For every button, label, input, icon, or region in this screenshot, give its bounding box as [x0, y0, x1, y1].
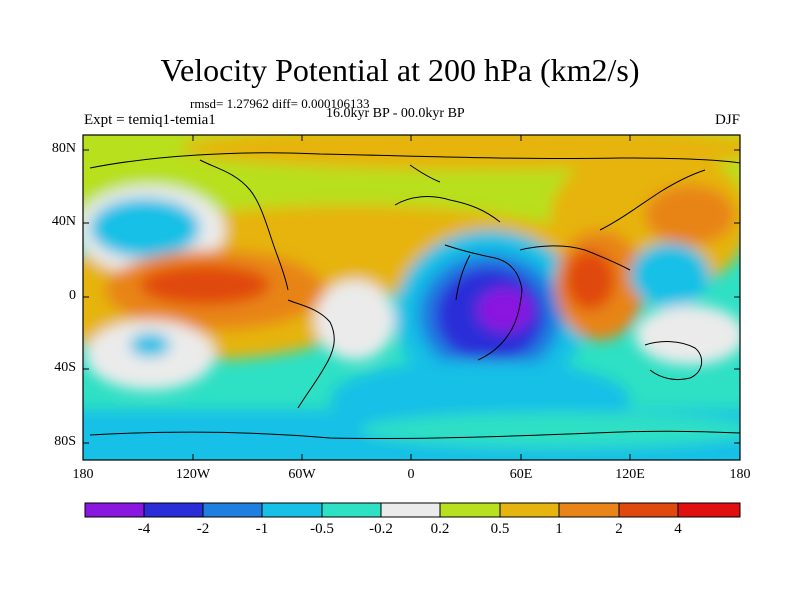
- colorbar-label: -0.5: [310, 521, 334, 537]
- colorbar-label: 1: [555, 521, 563, 537]
- colorbar-box-0: [84, 502, 145, 518]
- colorbar-box-2: [202, 502, 263, 518]
- colorbar-label: -2: [196, 521, 210, 537]
- colorbar-box-10: [677, 502, 741, 518]
- colorbar-box-3: [261, 502, 323, 518]
- stats-text: rmsd= 1.27962 diff= 0.000106133: [190, 96, 370, 111]
- colorbar-box-9: [618, 502, 679, 518]
- period-text: 16.0kyr BP - 00.0kyr BP: [326, 106, 465, 121]
- lon-label: 120E: [615, 467, 645, 482]
- colorbar-box-6: [439, 502, 501, 518]
- colorbar-label: 4: [674, 521, 682, 537]
- colorbar-label: -1: [255, 521, 269, 537]
- experiment-label: Expt = temiq1-temia1: [84, 112, 216, 128]
- colorbar-label: -4: [137, 521, 151, 537]
- colorbar-box-7: [499, 502, 560, 518]
- colorbar-box-5: [380, 502, 441, 518]
- lon-label: 0: [407, 467, 415, 482]
- colorbar-box-8: [558, 502, 620, 518]
- lat-label: 40N: [51, 214, 76, 229]
- colorbar-label: 0.2: [430, 521, 450, 537]
- lat-label: 80N: [51, 141, 76, 156]
- colorbar-label: -0.2: [369, 521, 393, 537]
- map-panel: [83, 135, 740, 460]
- lon-label: 180: [729, 467, 751, 482]
- lon-label: 120W: [175, 467, 211, 482]
- lat-label: 0: [69, 288, 76, 303]
- season-label: DJF: [714, 112, 740, 128]
- colorbar: [84, 502, 741, 518]
- colorbar-box-1: [143, 502, 204, 518]
- lat-label: 80S: [54, 434, 76, 449]
- lon-label: 180: [72, 467, 94, 482]
- lon-label: 60E: [509, 467, 533, 482]
- lon-label: 60W: [288, 467, 316, 482]
- colorbar-box-4: [321, 502, 382, 518]
- colorbar-label: 2: [615, 521, 623, 537]
- chart-title: Velocity Potential at 200 hPa (km2/s): [160, 52, 640, 88]
- lat-label: 40S: [54, 360, 76, 375]
- colorbar-label: 0.5: [490, 521, 510, 537]
